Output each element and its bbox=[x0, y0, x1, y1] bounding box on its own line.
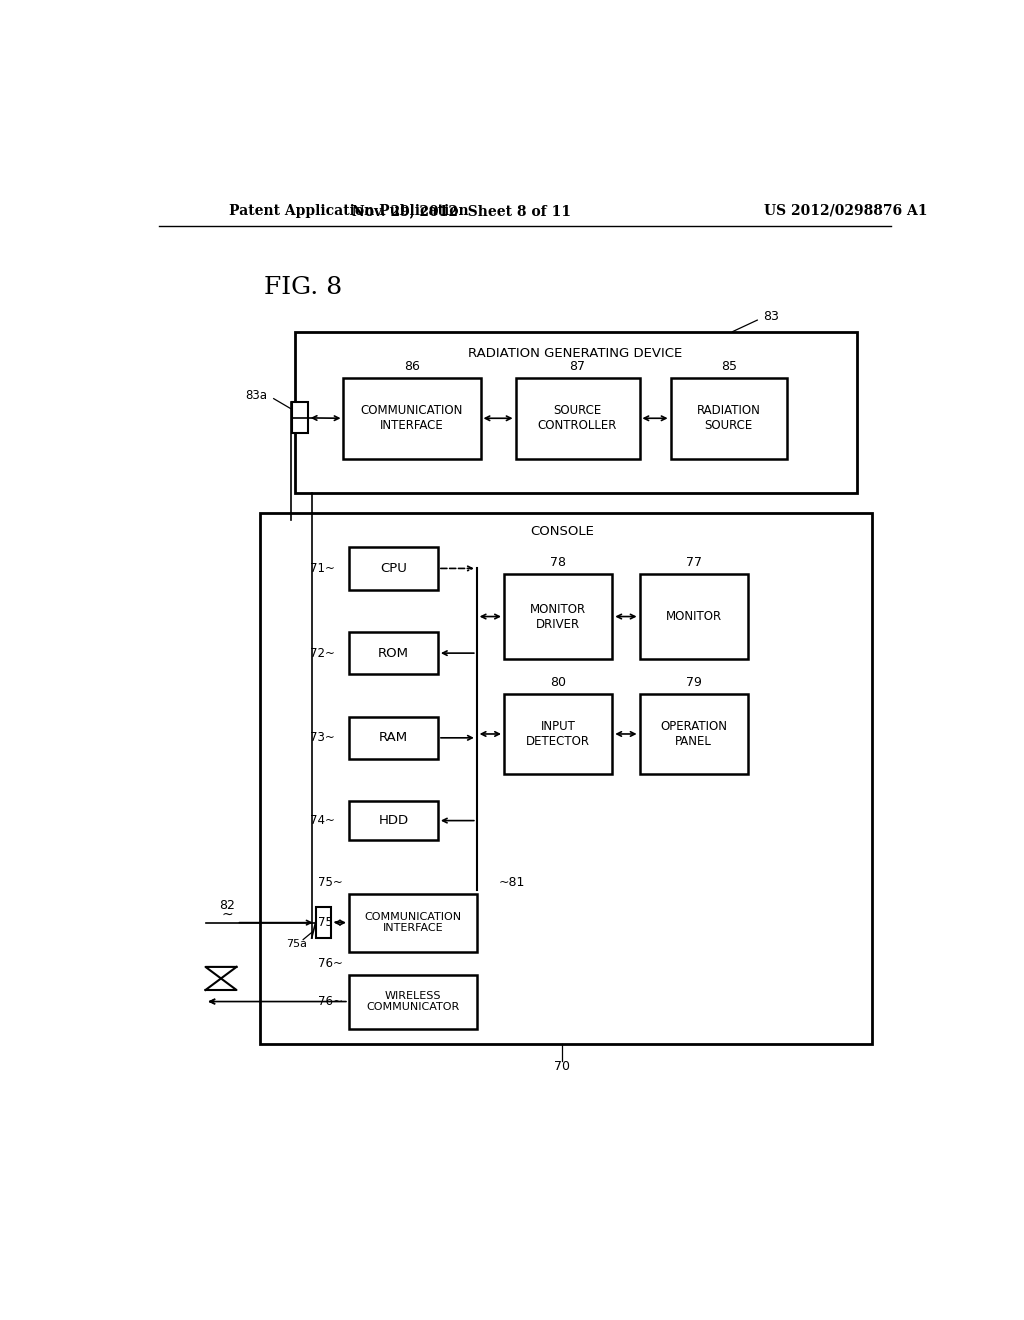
Text: COMMUNICATION
INTERFACE: COMMUNICATION INTERFACE bbox=[360, 404, 463, 432]
Bar bbox=[349, 894, 477, 952]
Bar bbox=[349, 632, 438, 675]
Text: 74~: 74~ bbox=[310, 814, 335, 828]
Text: 80: 80 bbox=[550, 676, 566, 689]
Text: 76~: 76~ bbox=[317, 957, 343, 970]
Bar bbox=[671, 378, 786, 459]
Text: Patent Application Publication: Patent Application Publication bbox=[228, 203, 468, 218]
Text: 73~: 73~ bbox=[310, 731, 335, 744]
Text: US 2012/0298876 A1: US 2012/0298876 A1 bbox=[764, 203, 927, 218]
Bar bbox=[343, 378, 480, 459]
Text: 82: 82 bbox=[219, 899, 236, 912]
Text: 71~: 71~ bbox=[310, 562, 335, 576]
Bar bbox=[292, 403, 308, 433]
Bar bbox=[349, 717, 438, 759]
Text: FIG. 8: FIG. 8 bbox=[263, 276, 342, 300]
Text: CONSOLE: CONSOLE bbox=[530, 525, 594, 539]
Bar bbox=[260, 512, 872, 1044]
Bar bbox=[640, 574, 748, 659]
Text: 70: 70 bbox=[554, 1060, 570, 1073]
Text: 85: 85 bbox=[721, 360, 736, 372]
Bar bbox=[295, 331, 856, 494]
Bar bbox=[640, 693, 748, 775]
Text: 83a: 83a bbox=[245, 389, 267, 403]
Text: RADIATION GENERATING DEVICE: RADIATION GENERATING DEVICE bbox=[468, 347, 683, 360]
Text: Nov. 29, 2012  Sheet 8 of 11: Nov. 29, 2012 Sheet 8 of 11 bbox=[352, 203, 570, 218]
Text: 75~: 75~ bbox=[317, 875, 343, 888]
Text: 79: 79 bbox=[686, 676, 701, 689]
Text: 86: 86 bbox=[404, 360, 420, 372]
Text: HDD: HDD bbox=[379, 814, 409, 828]
Bar bbox=[349, 548, 438, 590]
Text: 78: 78 bbox=[550, 556, 566, 569]
Text: 72~: 72~ bbox=[310, 647, 335, 660]
Text: 87: 87 bbox=[569, 360, 586, 372]
Text: INPUT
DETECTOR: INPUT DETECTOR bbox=[526, 719, 590, 748]
Text: WIRELESS
COMMUNICATOR: WIRELESS COMMUNICATOR bbox=[367, 991, 460, 1012]
Bar bbox=[315, 907, 331, 939]
Bar bbox=[504, 574, 612, 659]
Text: 75a: 75a bbox=[287, 940, 307, 949]
Text: 83: 83 bbox=[763, 310, 779, 323]
Text: ~81: ~81 bbox=[499, 875, 525, 888]
Text: 75~: 75~ bbox=[317, 916, 343, 929]
Bar bbox=[504, 693, 612, 775]
Text: ROM: ROM bbox=[378, 647, 409, 660]
Text: RADIATION
SOURCE: RADIATION SOURCE bbox=[696, 404, 761, 432]
Text: 77: 77 bbox=[686, 556, 701, 569]
Text: MONITOR: MONITOR bbox=[666, 610, 722, 623]
Text: OPERATION
PANEL: OPERATION PANEL bbox=[660, 719, 727, 748]
Bar bbox=[515, 378, 640, 459]
Text: ~: ~ bbox=[221, 908, 233, 921]
Text: COMMUNICATION
INTERFACE: COMMUNICATION INTERFACE bbox=[365, 912, 462, 933]
Text: CPU: CPU bbox=[380, 562, 407, 576]
Text: RAM: RAM bbox=[379, 731, 408, 744]
Text: MONITOR
DRIVER: MONITOR DRIVER bbox=[530, 602, 586, 631]
Text: SOURCE
CONTROLLER: SOURCE CONTROLLER bbox=[538, 404, 617, 432]
Bar bbox=[349, 974, 477, 1028]
Text: 76~: 76~ bbox=[317, 995, 343, 1008]
Bar bbox=[349, 801, 438, 840]
